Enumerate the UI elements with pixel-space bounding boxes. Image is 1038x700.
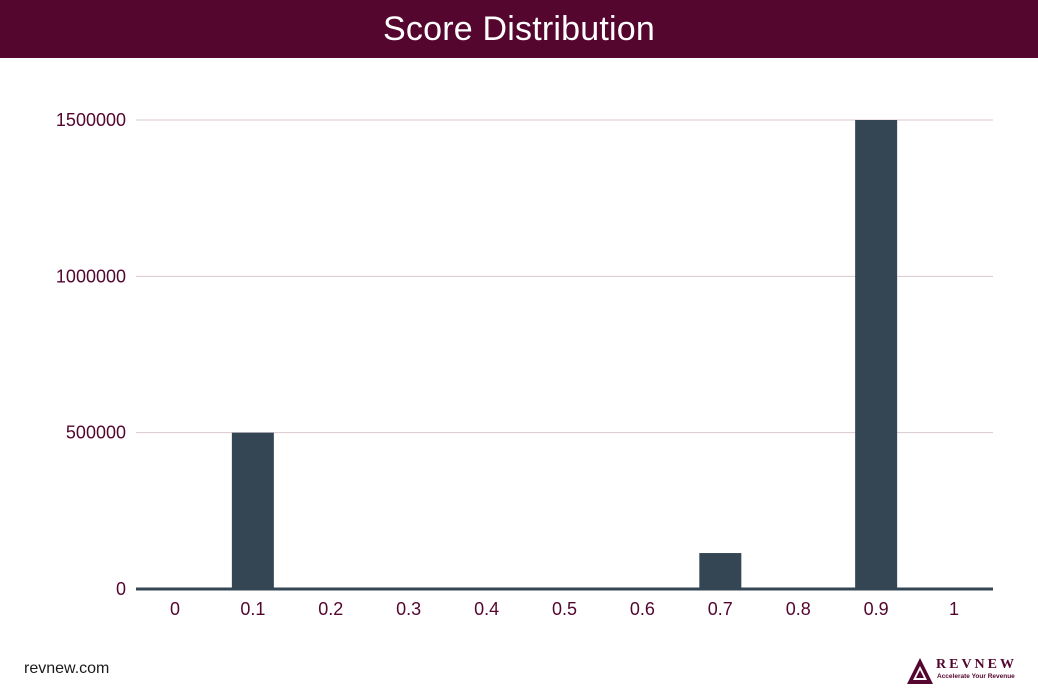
x-tick-label: 0 [170,599,180,619]
logo-tagline: Accelerate Your Revenue [937,673,1015,680]
x-tick-label: 0.1 [240,599,265,619]
revnew-logo: REVNEW Accelerate Your Revenue [906,655,1018,687]
y-tick-label: 1500000 [56,110,126,130]
site-url[interactable]: revnew.com [24,660,110,677]
bar [231,432,274,589]
y-tick-label: 0 [116,579,126,599]
chart-title: Score Distribution [383,9,655,48]
x-tick-label: 0.6 [630,599,655,619]
x-tick-label: 0.4 [474,599,499,619]
x-tick-label: 0.3 [396,599,421,619]
x-tick-label: 0.5 [552,599,577,619]
bar [699,553,742,589]
x-tick-label: 0.8 [786,599,811,619]
x-tick-label: 1 [949,599,959,619]
y-tick-label: 500000 [66,423,126,443]
x-tick-label: 0.7 [708,599,733,619]
bar [855,120,898,589]
y-tick-label: 1000000 [56,266,126,286]
header-bar: Score Distribution [0,0,1038,58]
x-tick-label: 0.9 [864,599,889,619]
x-tick-label: 0.2 [318,599,343,619]
mountain-triangle-icon [907,658,933,684]
logo-wordmark: REVNEW [936,657,1018,672]
bar-chart: 0 500000 1000000 1500000 0 0.1 0.2 0.3 0.4 0.5 0.6… [56,110,993,619]
